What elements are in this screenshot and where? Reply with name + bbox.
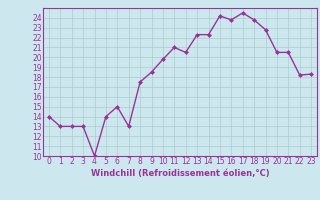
X-axis label: Windchill (Refroidissement éolien,°C): Windchill (Refroidissement éolien,°C) bbox=[91, 169, 269, 178]
